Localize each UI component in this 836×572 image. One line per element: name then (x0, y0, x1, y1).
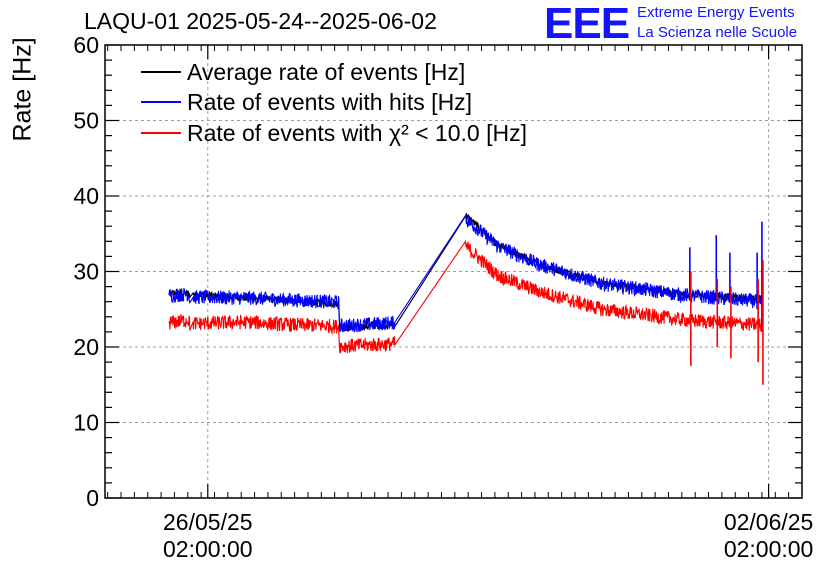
y-tick-label: 50 (73, 108, 99, 134)
x-tick-label-date: 02/06/25 (724, 509, 814, 535)
chart-title: LAQU-01 2025-05-24--2025-06-02 (84, 8, 437, 34)
y-tick-label: 40 (73, 183, 99, 209)
eee-logo: EEE (544, 0, 630, 48)
x-tick-label-date: 26/05/25 (163, 509, 253, 535)
legend-label: Average rate of events [Hz] (187, 59, 465, 85)
series-line (168, 213, 763, 333)
legend-label: Rate of events with hits [Hz] (187, 89, 472, 115)
y-tick-label: 30 (73, 259, 99, 285)
x-tick-label-time: 02:00:00 (163, 536, 253, 562)
y-tick-label: 20 (73, 334, 99, 360)
series-line (168, 239, 763, 354)
logo-line-2: La Scienza nelle Scuole (637, 24, 798, 41)
y-axis: 0 10 20 30 40 50 60 (73, 32, 802, 511)
y-tick-label: 60 (73, 32, 99, 58)
y-tick-label: 0 (86, 485, 99, 511)
logo-line-1: Extreme Energy Events (637, 4, 795, 21)
y-tick-label: 10 (73, 410, 99, 436)
series-line (168, 214, 763, 333)
grid (105, 45, 802, 498)
x-tick-label-time: 02:00:00 (724, 536, 814, 562)
legend: Average rate of events [Hz] Rate of event… (141, 59, 527, 146)
legend-label: Rate of events with χ² < 10.0 [Hz] (187, 120, 527, 146)
